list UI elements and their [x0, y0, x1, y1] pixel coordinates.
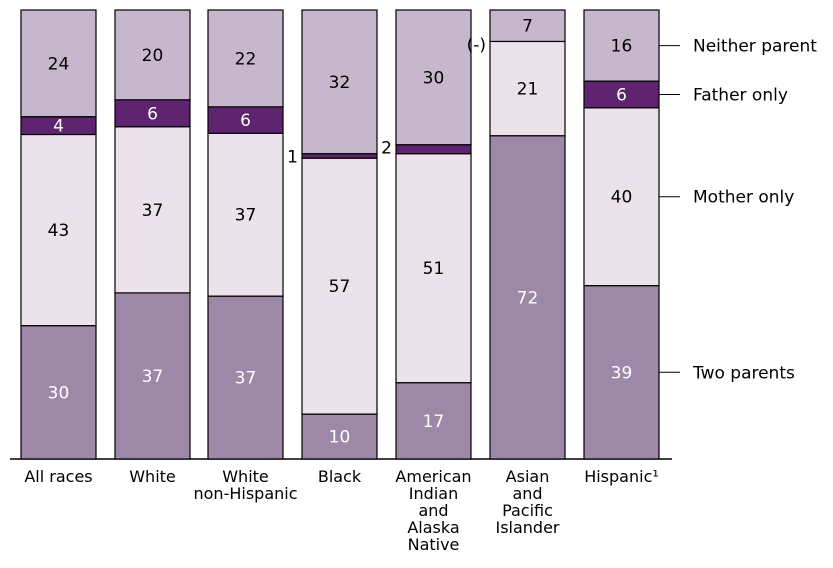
bar-mother-only-american-indian-and-alaska-native: [395, 153, 472, 384]
bar-neither-parent-white-non-hispanic: [207, 9, 284, 108]
data-label-father-only-black: 1: [287, 148, 298, 168]
data-label-two-parents-american-indian-and-alaska-native: 17: [423, 412, 445, 432]
category-label-hispanic: Hispanic¹: [584, 467, 659, 486]
bar-two-parents-all-races: [20, 325, 97, 460]
category-label-white-non-hispanic: White non-Hispanic: [194, 467, 298, 503]
data-label-mother-only-white-non-hispanic: 37: [235, 206, 257, 226]
bar-neither-parent-black: [301, 9, 378, 155]
data-label-father-only-all-races: 4: [53, 117, 64, 137]
data-label-neither-parent-white: 20: [142, 46, 164, 66]
bar-two-parents-white: [114, 292, 191, 460]
data-label-neither-parent-black: 32: [329, 73, 351, 93]
data-label-two-parents-hispanic: 39: [611, 363, 633, 383]
legend-label-father-only: Father only: [693, 85, 788, 105]
category-label-black: Black: [318, 467, 362, 486]
category-label-white: White: [129, 467, 176, 486]
data-label-mother-only-black: 57: [329, 277, 351, 297]
data-label-mother-only-american-indian-and-alaska-native: 51: [423, 259, 445, 279]
bar-father-only-black: [301, 153, 378, 159]
data-label-neither-parent-american-indian-and-alaska-native: 30: [423, 68, 445, 88]
data-label-mother-only-white: 37: [142, 201, 164, 221]
bar-neither-parent-asian-and-pacific-islander: [489, 9, 566, 43]
bar-mother-only-white: [114, 126, 191, 294]
data-label-mother-only-hispanic: 40: [611, 188, 633, 208]
data-label-mother-only-asian-and-pacific-islander: 21: [517, 80, 539, 100]
bar-two-parents-hispanic: [583, 285, 660, 460]
data-label-two-parents-black: 10: [329, 428, 351, 448]
data-label-two-parents-white-non-hispanic: 37: [235, 369, 257, 389]
category-label-asian-and-pacific-islander: Asian and Pacific Islander: [495, 467, 559, 537]
data-label-neither-parent-all-races: 24: [48, 54, 70, 74]
data-label-father-only-white: 6: [147, 104, 158, 124]
bar-neither-parent-all-races: [20, 9, 97, 118]
bar-neither-parent-white: [114, 9, 191, 101]
data-label-two-parents-asian-and-pacific-islander: 72: [517, 288, 539, 308]
data-label-two-parents-all-races: 30: [48, 383, 70, 403]
data-label-neither-parent-asian-and-pacific-islander: 7: [522, 17, 533, 37]
bar-two-parents-black: [301, 413, 378, 460]
bar-mother-only-white-non-hispanic: [207, 132, 284, 297]
legend-label-mother-only: Mother only: [693, 188, 794, 208]
data-label-two-parents-white: 37: [142, 367, 164, 387]
bar-two-parents-white-non-hispanic: [207, 295, 284, 460]
category-label-american-indian-and-alaska-native: American Indian and Alaska Native: [395, 467, 471, 554]
category-label-all-races: All races: [24, 467, 92, 486]
bar-mother-only-all-races: [20, 133, 97, 327]
data-label-father-only-asian-and-pacific-islander: (-): [467, 35, 486, 55]
bar-mother-only-asian-and-pacific-islander: [489, 40, 566, 137]
data-label-neither-parent-white-non-hispanic: 22: [235, 49, 257, 69]
legend-label-neither-parent: Neither parent: [693, 37, 817, 57]
data-label-father-only-hispanic: 6: [616, 85, 627, 105]
bar-father-only-american-indian-and-alaska-native: [395, 144, 472, 155]
data-label-neither-parent-hispanic: 16: [611, 37, 633, 57]
legend-label-two-parents: Two parents: [692, 363, 795, 383]
bar-two-parents-asian-and-pacific-islander: [489, 135, 566, 460]
bar-mother-only-hispanic: [583, 107, 660, 287]
bar-neither-parent-american-indian-and-alaska-native: [395, 9, 472, 146]
data-label-father-only-white-non-hispanic: 6: [240, 111, 251, 131]
data-label-father-only-american-indian-and-alaska-native: 2: [381, 139, 392, 159]
bar-two-parents-american-indian-and-alaska-native: [395, 382, 472, 460]
bar-neither-parent-hispanic: [583, 9, 660, 82]
data-label-mother-only-all-races: 43: [48, 221, 70, 241]
bar-mother-only-black: [301, 157, 378, 415]
